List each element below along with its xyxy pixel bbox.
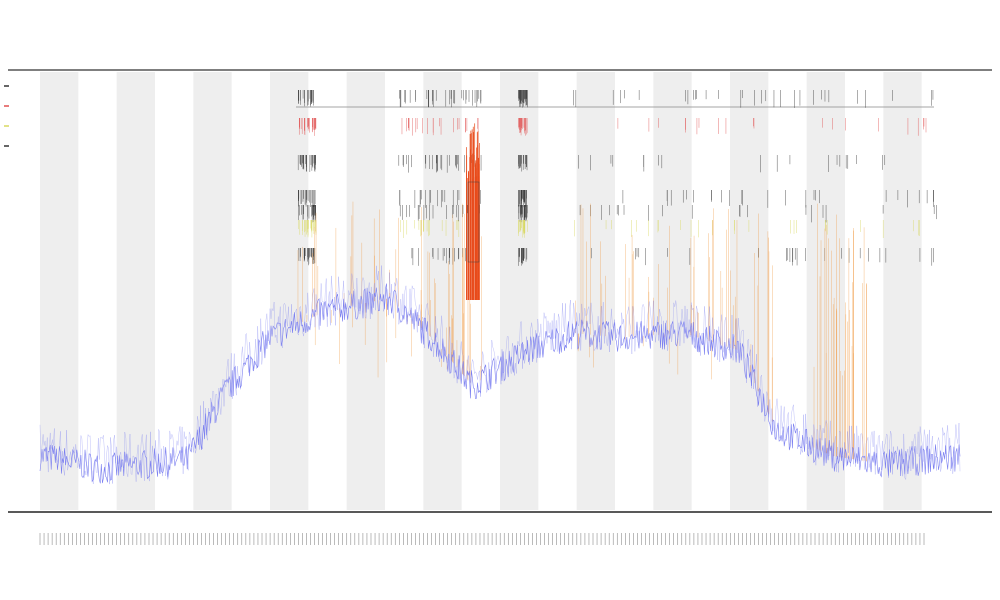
x-tick-labels [39,533,925,545]
band [730,72,769,510]
band [653,72,692,510]
band [423,72,462,510]
highlight-box [467,181,480,263]
band [40,72,79,510]
main-series-line-noise [39,265,961,485]
band [500,72,539,510]
band [576,72,615,510]
main-series-line [39,283,961,484]
spike-series [297,123,867,462]
band [193,72,232,510]
band [270,72,309,510]
event-markers [297,90,937,266]
background-bands [40,72,922,510]
band [116,72,155,510]
legend [4,85,9,147]
